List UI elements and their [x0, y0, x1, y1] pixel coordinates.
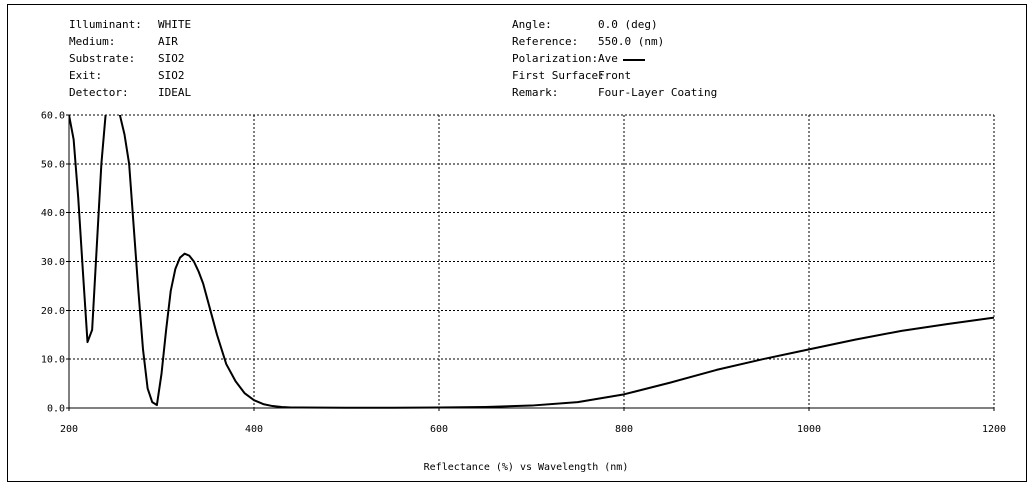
right-value-4: Four-Layer Coating	[598, 87, 717, 99]
left-value-1: AIR	[158, 36, 178, 48]
x-tick-label-2: 600	[430, 424, 448, 435]
polarization-legend-line	[623, 59, 645, 61]
x-tick-label-0: 200	[60, 424, 78, 435]
right-label-3: First Surface:	[512, 70, 605, 82]
chart-ticks: 0.0 10.0 20.0 30.0 40.0 50.0 60.0 200 400 600 800 1…	[41, 111, 1006, 436]
left-label-2: Substrate:	[69, 53, 135, 65]
x-axis-label: Reflectance (%) vs Wavelength (nm)	[424, 462, 629, 473]
chart-grid	[69, 115, 994, 408]
y-tick-label-5: 50.0	[41, 159, 65, 170]
chart-series	[69, 91, 994, 408]
right-label-1: Reference:	[512, 36, 578, 48]
right-label-0: Angle:	[512, 19, 552, 31]
y-tick-label-2: 20.0	[41, 306, 65, 317]
x-tick-label-5: 1200	[982, 424, 1006, 435]
series-line-0	[69, 91, 994, 408]
y-tick-label-6: 60.0	[41, 111, 65, 122]
left-label-0: Illuminant:	[69, 19, 142, 31]
right-label-4: Remark:	[512, 87, 558, 99]
y-tick-label-0: 0.0	[47, 404, 65, 415]
right-value-1: 550.0 (nm)	[598, 36, 664, 48]
plot-window: 0.0 10.0 20.0 30.0 40.0 50.0 60.0 200 400 600 800 1…	[7, 4, 1027, 482]
left-value-2: SIO2	[158, 53, 185, 65]
right-value-3: Front	[598, 70, 631, 82]
left-label-4: Detector:	[69, 87, 129, 99]
y-tick-label-3: 30.0	[41, 257, 65, 268]
x-tick-label-1: 400	[245, 424, 263, 435]
y-tick-label-1: 10.0	[41, 355, 65, 366]
right-value-0: 0.0 (deg)	[598, 19, 658, 31]
left-label-1: Medium:	[69, 36, 115, 48]
chart-axes	[69, 115, 994, 408]
left-label-3: Exit:	[69, 70, 102, 82]
right-value-2: Ave	[598, 53, 618, 65]
x-tick-label-4: 1000	[797, 424, 821, 435]
y-tick-label-4: 40.0	[41, 208, 65, 219]
left-value-4: IDEAL	[158, 87, 191, 99]
left-value-3: SIO2	[158, 70, 185, 82]
x-tick-label-3: 800	[615, 424, 633, 435]
right-label-2: Polarization:	[512, 53, 598, 65]
left-value-0: WHITE	[158, 19, 191, 31]
